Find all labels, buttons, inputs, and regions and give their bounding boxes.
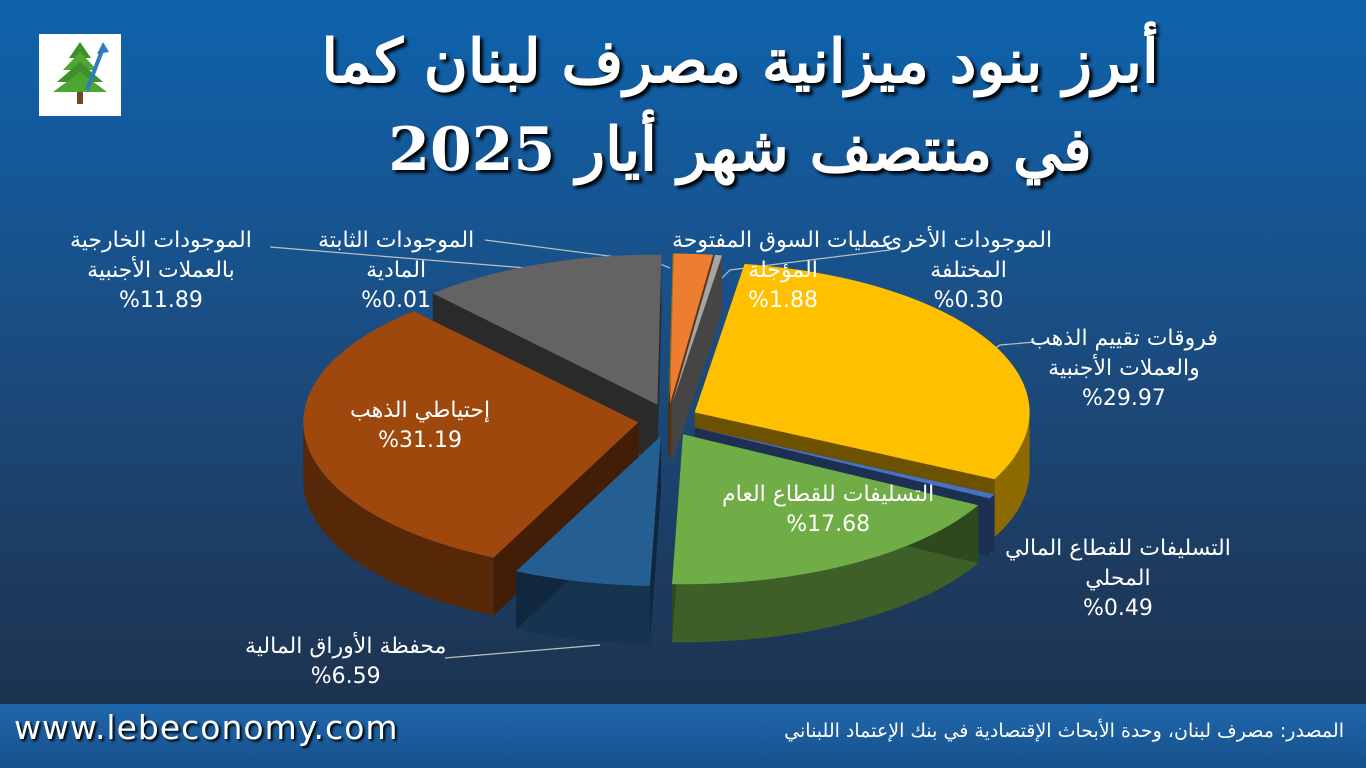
pie-slice-5: [516, 436, 661, 644]
cedar-tree-icon: [53, 42, 109, 104]
cedar-logo: [39, 34, 121, 116]
value-deferred-omo: %1.88: [748, 288, 818, 313]
value-other-assets: %0.30: [933, 288, 1004, 313]
value-securities: %6.59: [310, 664, 381, 689]
title-line-2: في منتصف شهر أيار 2025: [388, 115, 1092, 185]
pie-slice-top: [303, 311, 639, 558]
title-line-1: أبرز بنود ميزانية مصرف لبنان كما: [321, 27, 1159, 97]
label-valuation: فروقات تقييم الذهب والعملات الأجنبية %29…: [1030, 324, 1218, 414]
label-local-fin: التسليفات للقطاع المالي المحلي %0.49: [1005, 534, 1231, 624]
pie-slices: [303, 253, 1030, 644]
value-gold: %31.19: [378, 428, 462, 453]
value-foreign-assets: %11.89: [118, 288, 203, 313]
pie-slice-cut: [657, 254, 662, 463]
chart-title: أبرز بنود ميزانية مصرف لبنان كما في منتص…: [160, 18, 1320, 194]
pie-slice-side: [303, 422, 494, 616]
pie-slice-top: [672, 434, 979, 585]
value-public-sector: %17.68: [786, 512, 871, 537]
value-valuation: %29.97: [1082, 386, 1166, 411]
pie-slice-side: [994, 412, 1030, 538]
pie-slice-top: [694, 427, 995, 499]
label-other-assets: الموجودات الأخرى المختلفة %0.30: [885, 226, 1052, 316]
pie-slice-top: [670, 253, 714, 404]
pie-slice-1: [672, 254, 723, 462]
source-note: المصدر: مصرف لبنان، وحدة الأبحاث الإقتصا…: [784, 720, 1344, 742]
pie-slice-top: [672, 254, 723, 404]
pie-slice-top: [516, 436, 661, 586]
value-local-fin: %0.49: [1082, 596, 1153, 621]
pie-slice-4: [672, 434, 979, 643]
pie-slice-6: [303, 311, 639, 616]
leader-line-other-assets: [721, 249, 891, 279]
pie-slice-side: [672, 505, 979, 643]
label-gold: إحتياطي الذهب %31.19: [350, 396, 490, 456]
label-deferred-omo: عمليات السوق المفتوحة المؤجلة %1.88: [672, 226, 894, 316]
footer-bar: [0, 704, 1366, 768]
value-fixed-assets: %0.01: [361, 288, 432, 313]
label-foreign-assets: الموجودات الخارجية بالعملات الأجنبية %11…: [70, 226, 252, 316]
label-public-sector: التسليفات للقطاع العام %17.68: [722, 480, 934, 540]
pie-slice-cut: [672, 255, 723, 462]
label-fixed-assets: الموجودات الثابتة المادية %0.01: [318, 226, 474, 316]
website-link[interactable]: www.lebeconomy.com: [14, 708, 399, 747]
pie-slice-top: [694, 264, 1030, 480]
leader-line-securities: [444, 644, 601, 659]
pie-slice-top: [432, 254, 662, 405]
label-securities: محفظة الأوراق المالية %6.59: [245, 632, 446, 692]
